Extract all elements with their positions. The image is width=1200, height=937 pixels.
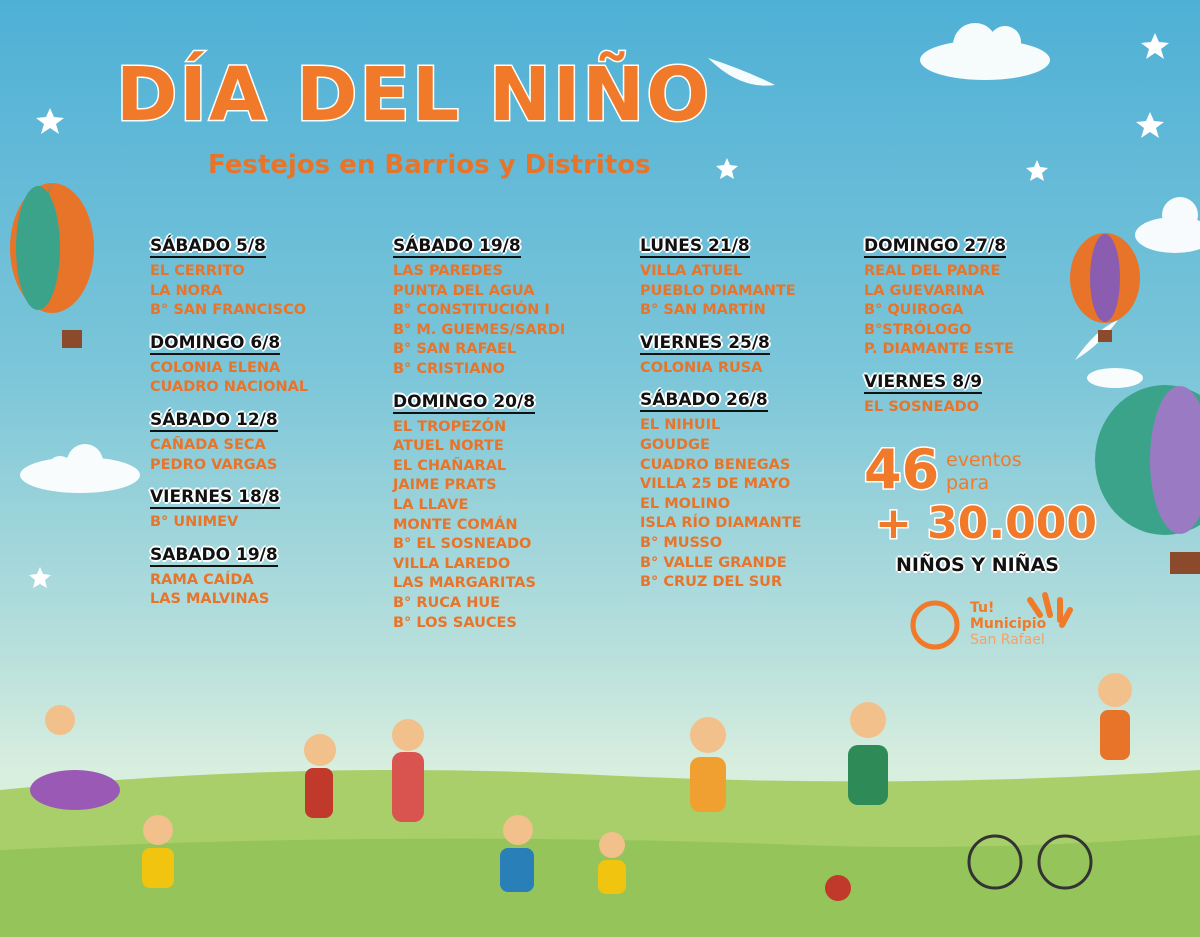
schedule-column: DOMINGO 27/8 REAL DEL PADRE LA GUEVARINA B°… (864, 236, 1094, 430)
place-name: B° CRUZ DEL SUR (640, 574, 783, 591)
logo-line: Tu! (970, 600, 995, 616)
date-heading: SÁBADO 26/8 (640, 390, 768, 413)
place-name: VILLA 25 DE MAYO (640, 476, 791, 493)
date-heading: LUNES 21/8 (640, 236, 750, 258)
date-wrap: SÁBADO 26/8 (640, 390, 870, 416)
title: DÍA DEL NIÑO (114, 51, 712, 140)
place-name: REAL DEL PADRE (864, 263, 1001, 279)
event-day: VIERNES 18/8 B° UNIMEV (150, 487, 380, 533)
place-name: PUNTA DEL AGUA (393, 282, 535, 299)
date-heading: VIERNES 25/8 (640, 332, 770, 355)
schedule-column: SÁBADO 19/8 LAS PAREDES PUNTA DEL AGUA B° C… (393, 236, 623, 645)
place-name: LA NORA (150, 282, 223, 299)
event-day: SÁBADO 5/8 EL CERRITO LA NORA B° SAN FRANCI… (150, 236, 380, 321)
date-wrap: SABADO 19/8 (150, 545, 380, 571)
event-day: SÁBADO 26/8 EL NIHUIL GOUDGE CUADRO BENEGAS… (640, 390, 870, 592)
place-name: LAS MARGARITAS (393, 575, 536, 592)
place-name: B° SAN MARTÍN (640, 302, 766, 319)
event-day: VIERNES 8/9 EL SOSNEADO (864, 372, 1094, 418)
place-name: VILLA LAREDO (393, 555, 511, 572)
event-day: VIERNES 25/8 COLONIA RUSA (640, 333, 870, 379)
place-name: B° CONSTITUCIÓN I (393, 302, 550, 319)
date-wrap: SÁBADO 19/8 (393, 236, 623, 262)
events-label: eventos (946, 449, 1022, 471)
place-name: EL TROPEZÓN (393, 418, 507, 435)
date-heading: SABADO 19/8 (150, 544, 278, 567)
place-name: P. DIAMANTE ESTE (864, 341, 1014, 358)
place-name: VILLA ATUEL (640, 263, 743, 279)
place-name: B° UNIMEV (150, 514, 239, 531)
place-name: B° EL SOSNEADO (393, 536, 532, 553)
event-count: 46 (862, 437, 940, 503)
for-label: para (946, 472, 990, 494)
event-day: DOMINGO 20/8 EL TROPEZÓN ATUEL NORTE EL CHA… (393, 392, 623, 634)
place-name: GOUDGE (640, 436, 710, 453)
place-name: B° LOS SAUCES (393, 614, 517, 631)
place-name: EL MOLINO (640, 495, 731, 512)
place-name: CAÑADA SECA (150, 436, 266, 453)
place-name: B° RUCA HUE (393, 594, 501, 611)
event-day: DOMINGO 27/8 REAL DEL PADRE LA GUEVARINA B°… (864, 236, 1094, 360)
place-name: EL CERRITO (150, 263, 245, 279)
subtitle: Festejos en Barrios y Distritos (208, 150, 651, 180)
logo-line: San Rafael (970, 632, 1045, 648)
place-name: EL SOSNEADO (864, 398, 980, 415)
place-name: LAS PAREDES (393, 263, 503, 279)
date-wrap: DOMINGO 27/8 (864, 236, 1094, 262)
date-wrap: LUNES 21/8 (640, 236, 870, 262)
date-wrap: SÁBADO 5/8 (150, 236, 380, 262)
place-name: LAS MALVINAS (150, 591, 270, 608)
place-name: PEDRO VARGAS (150, 456, 278, 473)
date-wrap: VIERNES 18/8 (150, 487, 380, 513)
event-day: SÁBADO 19/8 LAS PAREDES PUNTA DEL AGUA B° C… (393, 236, 623, 380)
children-total: + 30.000 (874, 497, 1099, 551)
place-name: LA LLAVE (393, 496, 469, 513)
place-name: B° MUSSO (640, 534, 723, 551)
place-name: B° SAN FRANCISCO (150, 302, 307, 319)
date-heading: SÁBADO 5/8 (150, 236, 266, 258)
event-day: DOMINGO 6/8 COLONIA ELENA CUADRO NACIONAL (150, 333, 380, 398)
place-name: EL CHAÑARAL (393, 457, 507, 474)
place-name: MONTE COMÁN (393, 516, 518, 533)
place-name: EL NIHUIL (640, 417, 721, 434)
event-day: LUNES 21/8 VILLA ATUEL PUEBLO DIAMANTE B° S… (640, 236, 870, 321)
date-wrap: VIERNES 25/8 (640, 333, 870, 359)
date-heading: DOMINGO 6/8 (150, 332, 281, 355)
date-heading: SÁBADO 12/8 (150, 409, 278, 432)
place-name: CUADRO BENEGAS (640, 456, 791, 473)
logo-line: Municipio (970, 616, 1047, 632)
date-wrap: DOMINGO 6/8 (150, 333, 380, 359)
date-heading: VIERNES 8/9 (864, 371, 983, 394)
date-wrap: DOMINGO 20/8 (393, 392, 623, 418)
place-name: CUADRO NACIONAL (150, 379, 309, 396)
place-name: JAIME PRATS (393, 477, 497, 494)
place-name: B° M. GUEMES/SARDI (393, 321, 566, 338)
place-name: COLONIA RUSA (640, 359, 763, 376)
schedule-column: LUNES 21/8 VILLA ATUEL PUEBLO DIAMANTE B° S… (640, 236, 870, 605)
date-heading: SÁBADO 19/8 (393, 236, 521, 258)
schedule-column: SÁBADO 5/8 EL CERRITO LA NORA B° SAN FRANCI… (150, 236, 380, 622)
date-heading: DOMINGO 27/8 (864, 236, 1007, 258)
place-name: B° VALLE GRANDE (640, 554, 787, 571)
place-name: COLONIA ELENA (150, 359, 281, 376)
date-wrap: SÁBADO 12/8 (150, 410, 380, 436)
audience: NIÑOS Y NIÑAS (896, 554, 1059, 576)
date-heading: VIERNES 18/8 (150, 487, 280, 510)
event-day: SÁBADO 12/8 CAÑADA SECA PEDRO VARGAS (150, 410, 380, 475)
event-day: SABADO 19/8 RAMA CAÍDA LAS MALVINAS (150, 545, 380, 610)
date-heading: DOMINGO 20/8 (393, 391, 536, 414)
place-name: ATUEL NORTE (393, 438, 504, 455)
place-name: B° QUIROGA (864, 302, 964, 319)
place-name: B° CRISTIANO (393, 360, 505, 377)
place-name: PUEBLO DIAMANTE (640, 282, 796, 299)
place-name: LA GUEVARINA (864, 282, 985, 299)
place-name: RAMA CAÍDA (150, 571, 254, 588)
place-name: ISLA RÍO DIAMANTE (640, 515, 802, 532)
place-name: B° SAN RAFAEL (393, 341, 517, 358)
place-name: B°STRÓLOGO (864, 321, 972, 338)
date-wrap: VIERNES 8/9 (864, 372, 1094, 398)
